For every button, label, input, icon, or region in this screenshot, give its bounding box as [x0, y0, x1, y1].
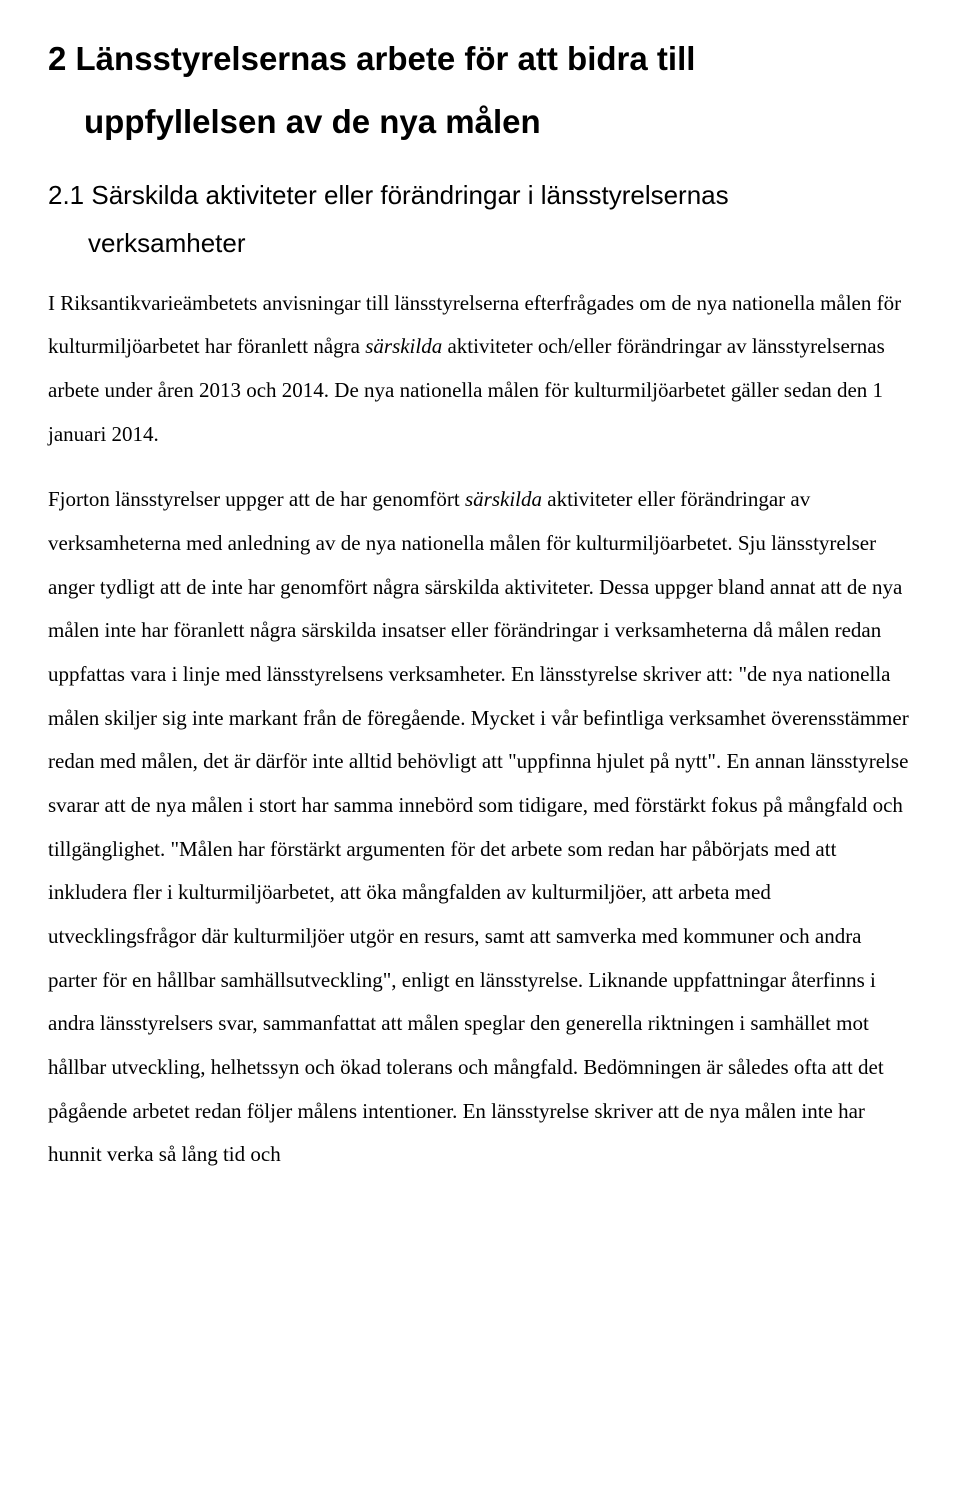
p2-italic-1: särskilda	[465, 487, 542, 511]
p2-segment-1: Fjorton länsstyrelser uppger att de har …	[48, 487, 465, 511]
section-heading-1: 2 Länsstyrelsernas arbete för att bidra …	[48, 28, 910, 153]
heading-1-line-2: uppfyllelsen av de nya målen	[84, 103, 541, 140]
body-paragraph-1: I Riksantikvarieämbetets anvisningar til…	[48, 282, 910, 457]
p2-segment-2: aktiviteter eller förändringar av verksa…	[48, 487, 909, 1166]
body-paragraph-2: Fjorton länsstyrelser uppger att de har …	[48, 478, 910, 1177]
heading-2-line-2: verksamheter	[88, 228, 246, 258]
heading-1-line-1: 2 Länsstyrelsernas arbete för att bidra …	[48, 40, 695, 77]
section-heading-2: 2.1 Särskilda aktiviteter eller förändri…	[48, 171, 910, 267]
heading-2-line-1: 2.1 Särskilda aktiviteter eller förändri…	[48, 180, 729, 210]
p1-italic-1: särskilda	[365, 334, 442, 358]
